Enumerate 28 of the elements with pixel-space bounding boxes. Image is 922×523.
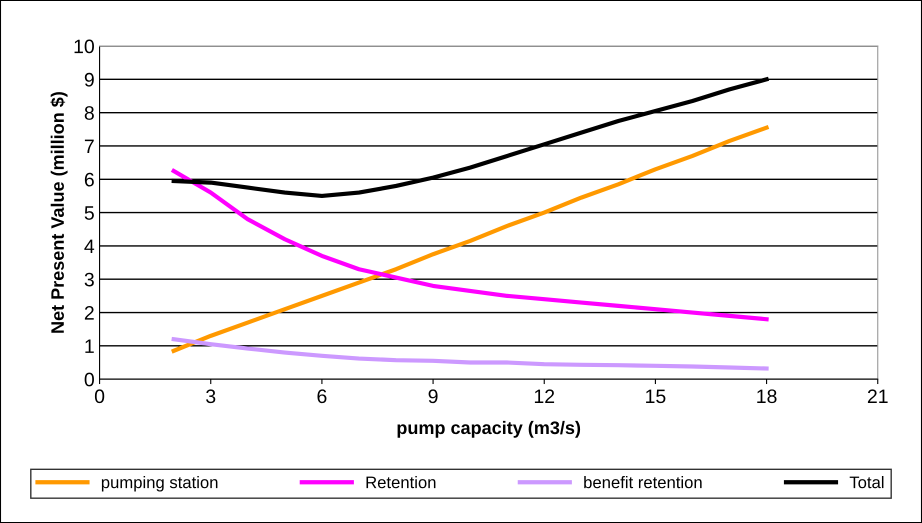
y-tick-label: 10 — [74, 39, 94, 54]
y-axis-title: Net Present Value (million $) — [50, 92, 68, 333]
x-axis-title: pump capacity (m3/s) — [398, 420, 580, 438]
y-tick-label: 4 — [84, 240, 94, 253]
x-tick-label: 12 — [534, 389, 554, 403]
y-tick-label: 5 — [84, 206, 94, 220]
x-tick-label: 3 — [206, 389, 216, 404]
y-tick-label: 7 — [84, 140, 94, 154]
legend-label: Retention — [366, 476, 436, 488]
y-tick-label: 9 — [84, 72, 94, 87]
y-tick-label: 8 — [84, 106, 94, 120]
x-tick-label: 15 — [646, 390, 666, 404]
x-tick-label: 18 — [757, 389, 777, 404]
y-tick-label: 1 — [85, 340, 94, 353]
x-tick-label: 6 — [317, 389, 326, 404]
x-tick-label: 9 — [428, 389, 438, 404]
y-tick-label: 0 — [84, 372, 94, 386]
line-series — [172, 126, 769, 353]
line-series — [172, 168, 769, 322]
y-tick-label: 6 — [84, 172, 94, 187]
legend-label: benefit retention — [584, 476, 702, 488]
y-tick-label: 3 — [84, 272, 94, 286]
legend-label: pumping station — [102, 476, 218, 492]
y-tick-label: 2 — [84, 306, 94, 320]
legend-label: Total — [850, 476, 884, 488]
x-tick-label: 0 — [94, 389, 104, 404]
x-tick-label: 21 — [868, 389, 888, 403]
line-series — [172, 337, 769, 371]
